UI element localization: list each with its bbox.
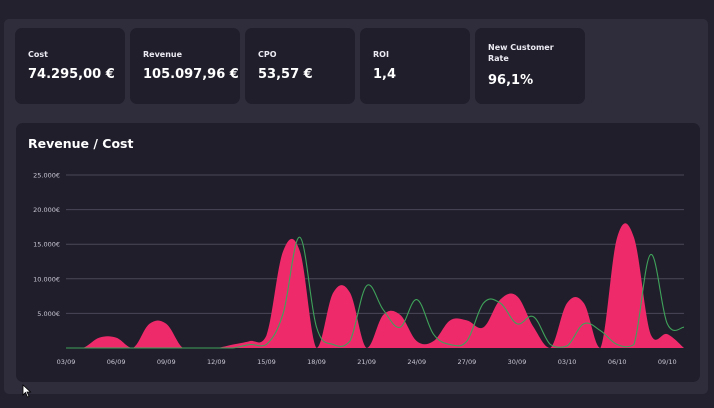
kpi-label: ROI	[373, 50, 389, 59]
kpi-card-cost: Cost 74.295,00 €	[15, 28, 125, 104]
x-tick-label: 18/09	[307, 358, 326, 366]
x-tick-label: 06/09	[107, 358, 126, 366]
x-tick-label: 21/09	[357, 358, 376, 366]
kpi-label: CPO	[258, 50, 277, 59]
chart-title: Revenue / Cost	[28, 136, 134, 151]
y-tick-label: 20.000€	[33, 206, 60, 214]
y-tick-label: 15.000€	[33, 241, 60, 249]
x-tick-label: 09/10	[658, 358, 677, 366]
kpi-label: Revenue	[143, 50, 183, 59]
y-tick-label: 10.000€	[33, 275, 60, 283]
revenue-cost-chart-card: Revenue / Cost 25.000€ 20.000€ 15.000€ 10.0…	[16, 123, 700, 382]
x-tick-label: 03/09	[57, 358, 76, 366]
x-tick-label: 27/09	[457, 358, 476, 366]
kpi-card-cpo: CPO 53,57 €	[245, 28, 355, 104]
kpi-value: 96,1%	[488, 73, 534, 88]
revenue-cost-chart: 25.000€ 20.000€ 15.000€ 10.000€ 5.000€ 03/09 0…	[33, 172, 685, 366]
y-tick-label: 5.000€	[37, 310, 60, 318]
mouse-pointer-icon	[22, 384, 32, 398]
x-tick-label: 06/10	[608, 358, 627, 366]
kpi-card-new-customer-rate: New Customer Rate 96,1%	[475, 28, 585, 104]
kpi-card-revenue: Revenue 105.097,96 €	[130, 28, 240, 104]
kpi-label: New Customer Rate	[488, 43, 554, 63]
x-tick-label: 03/10	[558, 358, 577, 366]
kpi-value: 105.097,96 €	[143, 67, 239, 82]
kpi-label: Cost	[28, 50, 48, 59]
revenue-area	[66, 223, 684, 348]
kpi-value: 74.295,00 €	[28, 67, 115, 82]
kpi-value: 53,57 €	[258, 67, 313, 82]
kpi-card-roi: ROI 1,4	[360, 28, 470, 104]
kpi-value: 1,4	[373, 67, 397, 82]
x-tick-label: 15/09	[257, 358, 276, 366]
x-tick-label: 30/09	[508, 358, 527, 366]
x-tick-label: 24/09	[407, 358, 426, 366]
x-tick-label: 12/09	[207, 358, 226, 366]
cost-line	[65, 236, 685, 349]
x-tick-label: 09/09	[157, 358, 176, 366]
y-tick-label: 25.000€	[33, 172, 60, 180]
